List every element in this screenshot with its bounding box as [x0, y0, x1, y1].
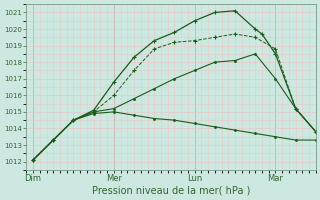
X-axis label: Pression niveau de la mer( hPa ): Pression niveau de la mer( hPa )	[92, 186, 250, 196]
